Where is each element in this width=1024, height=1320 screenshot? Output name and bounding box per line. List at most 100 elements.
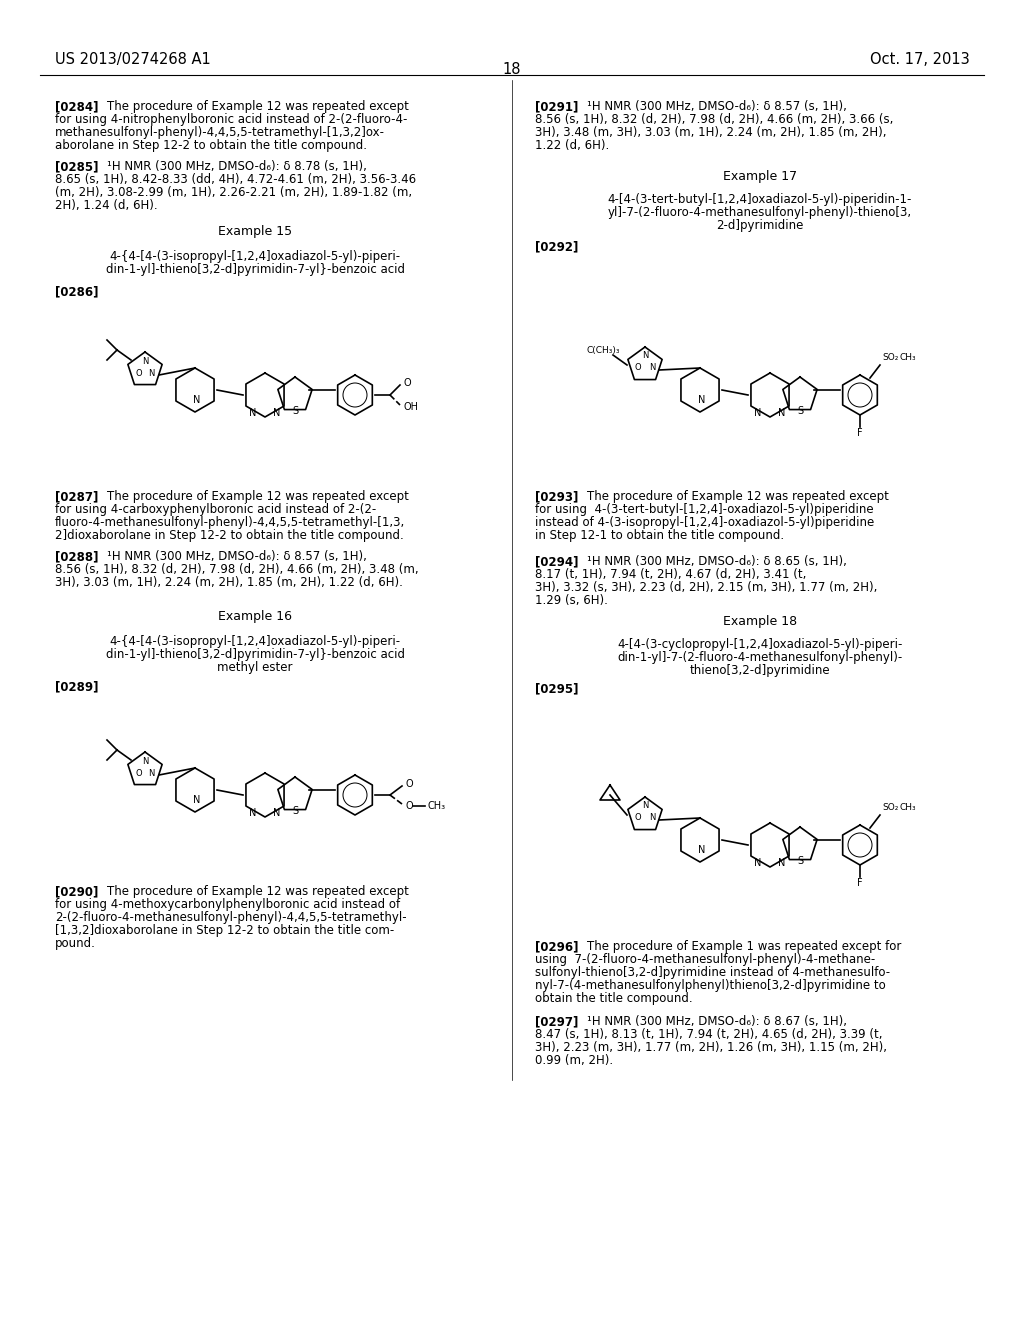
Text: 3H), 3.32 (s, 3H), 2.23 (d, 2H), 2.15 (m, 3H), 1.77 (m, 2H),: 3H), 3.32 (s, 3H), 2.23 (d, 2H), 2.15 (m… [535, 581, 878, 594]
Text: O: O [406, 801, 413, 810]
Text: 8.56 (s, 1H), 8.32 (d, 2H), 7.98 (d, 2H), 4.66 (m, 2H), 3.48 (m,: 8.56 (s, 1H), 8.32 (d, 2H), 7.98 (d, 2H)… [55, 564, 419, 576]
Text: 2]dioxaborolane in Step 12-2 to obtain the title compound.: 2]dioxaborolane in Step 12-2 to obtain t… [55, 529, 403, 543]
Text: SO₂: SO₂ [882, 803, 898, 812]
Text: Oct. 17, 2013: Oct. 17, 2013 [870, 51, 970, 67]
Text: [0284]: [0284] [55, 100, 98, 114]
Text: [0287]: [0287] [55, 490, 98, 503]
Text: The procedure of Example 12 was repeated except: The procedure of Example 12 was repeated… [106, 884, 409, 898]
Text: [0291]: [0291] [535, 100, 579, 114]
Text: 8.65 (s, 1H), 8.42-8.33 (dd, 4H), 4.72-4.61 (m, 2H), 3.56-3.46: 8.65 (s, 1H), 8.42-8.33 (dd, 4H), 4.72-4… [55, 173, 416, 186]
Text: N: N [249, 808, 257, 818]
Text: [0289]: [0289] [55, 680, 98, 693]
Text: F: F [857, 878, 863, 888]
Text: O: O [635, 813, 641, 821]
Text: fluoro-4-methanesulfonyl-phenyl)-4,4,5,5-tetramethyl-[1,3,: fluoro-4-methanesulfonyl-phenyl)-4,4,5,5… [55, 516, 406, 529]
Text: thieno[3,2-d]pyrimidine: thieno[3,2-d]pyrimidine [690, 664, 830, 677]
Text: instead of 4-(3-isopropyl-[1,2,4]-oxadiazol-5-yl)piperidine: instead of 4-(3-isopropyl-[1,2,4]-oxadia… [535, 516, 874, 529]
Text: 1.22 (d, 6H).: 1.22 (d, 6H). [535, 139, 609, 152]
Text: CH₃: CH₃ [900, 803, 916, 812]
Text: The procedure of Example 12 was repeated except: The procedure of Example 12 was repeated… [106, 490, 409, 503]
Text: [0294]: [0294] [535, 554, 579, 568]
Text: yl]-7-(2-fluoro-4-methanesulfonyl-phenyl)-thieno[3,: yl]-7-(2-fluoro-4-methanesulfonyl-phenyl… [608, 206, 912, 219]
Text: using  7-(2-fluoro-4-methanesulfonyl-phenyl)-4-methane-: using 7-(2-fluoro-4-methanesulfonyl-phen… [535, 953, 876, 966]
Text: S: S [292, 807, 298, 816]
Text: N: N [194, 795, 201, 805]
Text: N: N [147, 368, 155, 378]
Text: N: N [141, 758, 148, 767]
Text: din-1-yl]-thieno[3,2-d]pyrimidin-7-yl}-benzoic acid: din-1-yl]-thieno[3,2-d]pyrimidin-7-yl}-b… [105, 263, 404, 276]
Text: N: N [249, 408, 257, 418]
Text: The procedure of Example 12 was repeated except: The procedure of Example 12 was repeated… [587, 490, 889, 503]
Text: F: F [857, 428, 863, 438]
Text: [0285]: [0285] [55, 160, 98, 173]
Text: [0290]: [0290] [55, 884, 98, 898]
Text: [0295]: [0295] [535, 682, 579, 696]
Text: 4-{4-[4-(3-isopropyl-[1,2,4]oxadiazol-5-yl)-piperi-: 4-{4-[4-(3-isopropyl-[1,2,4]oxadiazol-5-… [110, 249, 400, 263]
Text: methanesulfonyl-phenyl)-4,4,5,5-tetramethyl-[1,3,2]ox-: methanesulfonyl-phenyl)-4,4,5,5-tetramet… [55, 125, 385, 139]
Text: 8.47 (s, 1H), 8.13 (t, 1H), 7.94 (t, 2H), 4.65 (d, 2H), 3.39 (t,: 8.47 (s, 1H), 8.13 (t, 1H), 7.94 (t, 2H)… [535, 1028, 883, 1041]
Text: [0292]: [0292] [535, 240, 579, 253]
Text: N: N [778, 858, 785, 869]
Text: for using 4-nitrophenylboronic acid instead of 2-(2-fluoro-4-: for using 4-nitrophenylboronic acid inst… [55, 114, 408, 125]
Text: N: N [698, 845, 706, 855]
Text: din-1-yl]-7-(2-fluoro-4-methanesulfonyl-phenyl)-: din-1-yl]-7-(2-fluoro-4-methanesulfonyl-… [617, 651, 902, 664]
Text: N: N [755, 408, 762, 418]
Text: sulfonyl-thieno[3,2-d]pyrimidine instead of 4-methanesulfo-: sulfonyl-thieno[3,2-d]pyrimidine instead… [535, 966, 890, 979]
Text: nyl-7-(4-methanesulfonylphenyl)thieno[3,2-d]pyrimidine to: nyl-7-(4-methanesulfonylphenyl)thieno[3,… [535, 979, 886, 993]
Text: in Step 12-1 to obtain the title compound.: in Step 12-1 to obtain the title compoun… [535, 529, 784, 543]
Text: Example 17: Example 17 [723, 170, 797, 183]
Text: methyl ester: methyl ester [217, 661, 293, 675]
Text: O: O [136, 768, 142, 777]
Text: N: N [755, 858, 762, 869]
Text: pound.: pound. [55, 937, 96, 950]
Text: O: O [403, 378, 411, 388]
Text: [0288]: [0288] [55, 550, 98, 564]
Text: 2-d]pyrimidine: 2-d]pyrimidine [717, 219, 804, 232]
Text: 4-[4-(3-tert-butyl-[1,2,4]oxadiazol-5-yl)-piperidin-1-: 4-[4-(3-tert-butyl-[1,2,4]oxadiazol-5-yl… [608, 193, 912, 206]
Text: N: N [141, 358, 148, 367]
Text: 1.29 (s, 6H).: 1.29 (s, 6H). [535, 594, 608, 607]
Text: US 2013/0274268 A1: US 2013/0274268 A1 [55, 51, 211, 67]
Text: for using 4-carboxyphenylboronic acid instead of 2-(2-: for using 4-carboxyphenylboronic acid in… [55, 503, 376, 516]
Text: [0296]: [0296] [535, 940, 579, 953]
Text: obtain the title compound.: obtain the title compound. [535, 993, 692, 1005]
Text: N: N [698, 395, 706, 405]
Text: [0286]: [0286] [55, 285, 98, 298]
Text: for using  4-(3-tert-butyl-[1,2,4]-oxadiazol-5-yl)piperidine: for using 4-(3-tert-butyl-[1,2,4]-oxadia… [535, 503, 873, 516]
Text: N: N [147, 768, 155, 777]
Text: C(CH₃)₃: C(CH₃)₃ [587, 346, 620, 355]
Text: Example 18: Example 18 [723, 615, 797, 628]
Text: ¹H NMR (300 MHz, DMSO-d₆): δ 8.57 (s, 1H),: ¹H NMR (300 MHz, DMSO-d₆): δ 8.57 (s, 1H… [587, 100, 847, 114]
Text: din-1-yl]-thieno[3,2-d]pyrimidin-7-yl}-benzoic acid: din-1-yl]-thieno[3,2-d]pyrimidin-7-yl}-b… [105, 648, 404, 661]
Text: N: N [642, 351, 648, 359]
Text: CH₃: CH₃ [427, 801, 445, 810]
Text: 4-[4-(3-cyclopropyl-[1,2,4]oxadiazol-5-yl)-piperi-: 4-[4-(3-cyclopropyl-[1,2,4]oxadiazol-5-y… [617, 638, 903, 651]
Text: N: N [273, 808, 281, 818]
Text: [0293]: [0293] [535, 490, 579, 503]
Text: Example 16: Example 16 [218, 610, 292, 623]
Text: The procedure of Example 1 was repeated except for: The procedure of Example 1 was repeated … [587, 940, 901, 953]
Text: aborolane in Step 12-2 to obtain the title compound.: aborolane in Step 12-2 to obtain the tit… [55, 139, 367, 152]
Text: 0.99 (m, 2H).: 0.99 (m, 2H). [535, 1053, 613, 1067]
Text: ¹H NMR (300 MHz, DMSO-d₆): δ 8.65 (s, 1H),: ¹H NMR (300 MHz, DMSO-d₆): δ 8.65 (s, 1H… [587, 554, 847, 568]
Text: [1,3,2]dioxaborolane in Step 12-2 to obtain the title com-: [1,3,2]dioxaborolane in Step 12-2 to obt… [55, 924, 394, 937]
Text: 3H), 3.03 (m, 1H), 2.24 (m, 2H), 1.85 (m, 2H), 1.22 (d, 6H).: 3H), 3.03 (m, 1H), 2.24 (m, 2H), 1.85 (m… [55, 576, 402, 589]
Text: N: N [273, 408, 281, 418]
Text: S: S [292, 407, 298, 416]
Text: 4-{4-[4-(3-isopropyl-[1,2,4]oxadiazol-5-yl)-piperi-: 4-{4-[4-(3-isopropyl-[1,2,4]oxadiazol-5-… [110, 635, 400, 648]
Text: ¹H NMR (300 MHz, DMSO-d₆): δ 8.57 (s, 1H),: ¹H NMR (300 MHz, DMSO-d₆): δ 8.57 (s, 1H… [106, 550, 367, 564]
Text: 3H), 2.23 (m, 3H), 1.77 (m, 2H), 1.26 (m, 3H), 1.15 (m, 2H),: 3H), 2.23 (m, 3H), 1.77 (m, 2H), 1.26 (m… [535, 1041, 887, 1053]
Text: The procedure of Example 12 was repeated except: The procedure of Example 12 was repeated… [106, 100, 409, 114]
Text: 8.17 (t, 1H), 7.94 (t, 2H), 4.67 (d, 2H), 3.41 (t,: 8.17 (t, 1H), 7.94 (t, 2H), 4.67 (d, 2H)… [535, 568, 806, 581]
Text: N: N [778, 408, 785, 418]
Text: N: N [642, 800, 648, 809]
Text: N: N [649, 363, 655, 371]
Text: N: N [194, 395, 201, 405]
Text: ¹H NMR (300 MHz, DMSO-d₆): δ 8.67 (s, 1H),: ¹H NMR (300 MHz, DMSO-d₆): δ 8.67 (s, 1H… [587, 1015, 847, 1028]
Text: CH₃: CH₃ [900, 352, 916, 362]
Text: S: S [797, 855, 803, 866]
Text: [0297]: [0297] [535, 1015, 579, 1028]
Text: N: N [649, 813, 655, 821]
Text: O: O [406, 779, 413, 789]
Text: 18: 18 [503, 62, 521, 77]
